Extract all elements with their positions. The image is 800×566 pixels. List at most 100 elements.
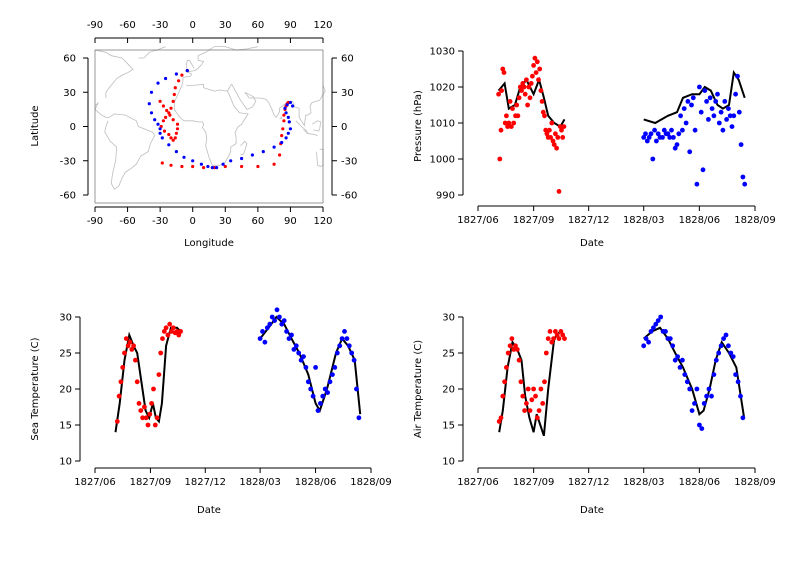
obs-point bbox=[733, 372, 738, 377]
x-tick-label-top: 0 bbox=[190, 20, 196, 31]
obs-point bbox=[515, 113, 521, 119]
obs-point bbox=[641, 343, 647, 349]
obs-point bbox=[279, 321, 285, 327]
y-tick-label: -60 bbox=[60, 191, 76, 202]
obs-point bbox=[502, 120, 508, 126]
obs-point bbox=[497, 156, 503, 162]
obs-point bbox=[716, 350, 722, 356]
obs-point bbox=[131, 343, 137, 349]
obs-point bbox=[558, 329, 564, 334]
y-tick-label: 20 bbox=[442, 385, 455, 396]
obs-point bbox=[554, 145, 559, 151]
x-tick-label: 1828/06 bbox=[679, 477, 721, 488]
sea-axes: 1827/06 1827/09 1827/12 1828/03 1828/06 1828/… bbox=[59, 313, 392, 489]
track-point bbox=[240, 164, 244, 169]
obs-point bbox=[260, 329, 265, 334]
obs-point bbox=[663, 329, 668, 334]
y-tick-label-right: 0 bbox=[341, 122, 347, 133]
obs-point bbox=[536, 408, 542, 413]
obs-point bbox=[655, 318, 661, 323]
obs-point bbox=[543, 350, 549, 356]
obs-point bbox=[500, 393, 506, 399]
y-tick-label: 1010 bbox=[430, 119, 455, 130]
obs-point bbox=[129, 347, 135, 352]
map-ylabel: Latitude bbox=[30, 105, 41, 146]
obs-point bbox=[142, 404, 147, 410]
obs-point bbox=[508, 124, 514, 129]
coastline bbox=[227, 83, 326, 127]
obs-point bbox=[676, 131, 682, 137]
obs-point bbox=[505, 350, 511, 356]
obs-point bbox=[729, 124, 735, 129]
coastline bbox=[138, 46, 166, 59]
obs-point bbox=[742, 181, 748, 187]
obs-point bbox=[556, 189, 562, 194]
obs-point bbox=[652, 127, 657, 133]
obs-point bbox=[740, 174, 746, 180]
sea-xlabel: Date bbox=[197, 505, 221, 516]
track-point bbox=[168, 113, 172, 117]
coastline bbox=[240, 140, 248, 156]
obs-point bbox=[694, 181, 700, 187]
obs-point bbox=[724, 117, 729, 122]
obs-point bbox=[151, 386, 156, 392]
x-tick-label: 1827/12 bbox=[568, 477, 610, 488]
obs-point bbox=[722, 99, 728, 104]
air-xlabel: Date bbox=[580, 505, 604, 516]
track-point bbox=[175, 122, 180, 126]
x-tick-label: 1828/03 bbox=[623, 477, 665, 488]
obs-point bbox=[272, 318, 277, 323]
pressure-xlabel: Date bbox=[580, 238, 604, 249]
obs-point bbox=[160, 336, 165, 341]
obs-point bbox=[551, 336, 556, 341]
obs-point bbox=[509, 336, 515, 341]
obs-point bbox=[560, 332, 566, 338]
track-point bbox=[167, 143, 171, 147]
obs-point bbox=[709, 393, 714, 399]
track-point bbox=[185, 69, 189, 73]
obs-point bbox=[680, 127, 685, 133]
obs-point bbox=[143, 415, 149, 421]
obs-point bbox=[513, 343, 518, 349]
obs-point bbox=[176, 332, 182, 338]
track-point bbox=[281, 127, 285, 131]
obs-point bbox=[344, 336, 350, 341]
obs-point bbox=[700, 167, 706, 173]
obs-point bbox=[511, 120, 517, 126]
track-point bbox=[174, 72, 178, 76]
x-tick-label: 1828/09 bbox=[350, 477, 392, 488]
x-tick-label-top: 90 bbox=[284, 20, 297, 31]
coastline bbox=[316, 148, 324, 167]
obs-point bbox=[720, 127, 726, 133]
obs-point bbox=[264, 325, 270, 331]
obs-point bbox=[520, 393, 526, 399]
obs-point bbox=[178, 329, 184, 334]
track-point bbox=[199, 162, 203, 166]
obs-point bbox=[661, 127, 667, 133]
obs-point bbox=[289, 332, 294, 338]
obs-point bbox=[169, 329, 174, 334]
obs-point bbox=[269, 314, 275, 320]
y-tick-label: 25 bbox=[442, 349, 455, 360]
obs-point bbox=[534, 59, 540, 65]
pressure-axes: 1827/06 1827/09 1827/12 1828/03 1828/06 1828/… bbox=[430, 47, 776, 227]
obs-point bbox=[504, 365, 509, 370]
track-point bbox=[191, 164, 195, 169]
x-tick-label: 1827/06 bbox=[457, 215, 499, 226]
obs-point bbox=[538, 386, 544, 392]
track-point bbox=[161, 119, 165, 123]
obs-point bbox=[526, 84, 532, 90]
obs-point bbox=[713, 357, 719, 363]
panel-pressure: 1827/06 1827/09 1827/12 1828/03 1828/06 1828/… bbox=[413, 47, 776, 250]
obs-point bbox=[318, 401, 323, 406]
track-point bbox=[175, 127, 180, 131]
track-point bbox=[286, 115, 290, 119]
obs-point bbox=[682, 372, 688, 377]
track-point bbox=[284, 111, 288, 115]
y-tick-label: 10 bbox=[59, 457, 72, 468]
panel-map: -90 -90 -60 -60 -30 -30 0 0 30 30 60 60 90 90 120 120 -6… bbox=[30, 20, 357, 249]
coastline bbox=[181, 46, 258, 86]
track-point bbox=[202, 166, 206, 170]
